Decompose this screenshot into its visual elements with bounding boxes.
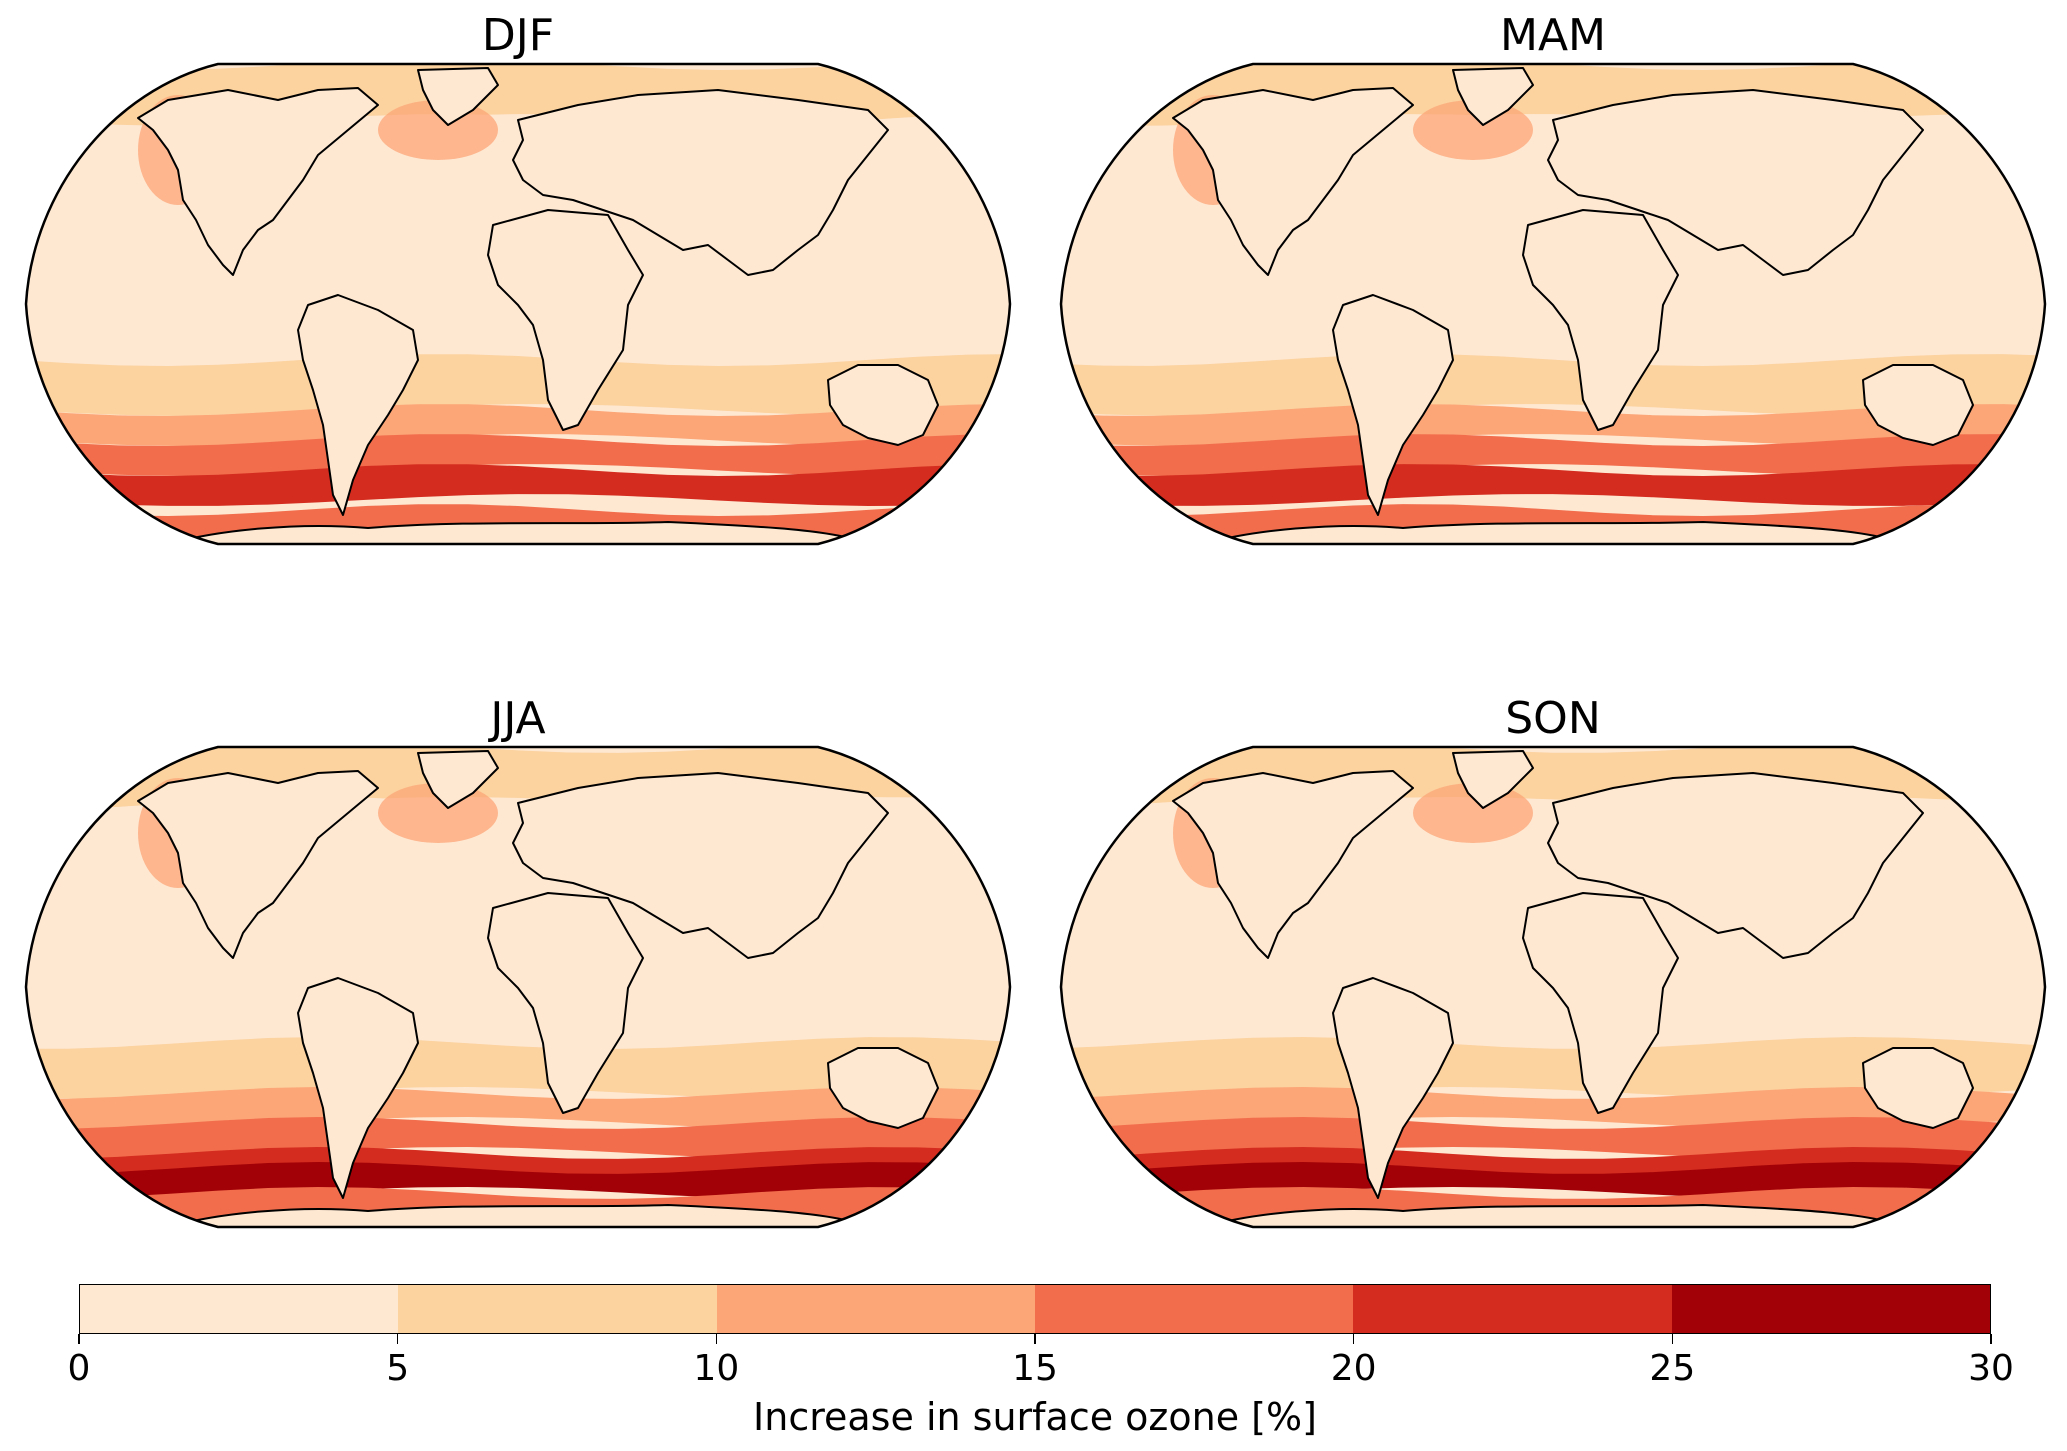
map-panel-son: SON bbox=[1053, 683, 2053, 1229]
coastline bbox=[1172, 770, 1414, 959]
colorbar-tick bbox=[1990, 1334, 1992, 1344]
ozone-band bbox=[26, 434, 1010, 476]
ozone-patch bbox=[378, 100, 498, 160]
colorbar-segment bbox=[716, 1285, 1035, 1333]
ozone-band bbox=[1061, 354, 2045, 416]
coastline bbox=[1522, 892, 1679, 1114]
coastline bbox=[512, 772, 889, 959]
colorbar-tick bbox=[396, 1334, 399, 1344]
coastline bbox=[137, 770, 379, 959]
ozone-band bbox=[1061, 1037, 2045, 1099]
map-djf bbox=[24, 62, 1012, 546]
colorbar-segment bbox=[1034, 1285, 1354, 1333]
colorbar-tick bbox=[1034, 1334, 1036, 1344]
map-panel-mam: MAM bbox=[1053, 0, 2053, 546]
coastline bbox=[1862, 364, 1974, 446]
ozone-band bbox=[26, 404, 1010, 446]
map-jja bbox=[24, 745, 1012, 1229]
coastline bbox=[827, 364, 939, 446]
coastline bbox=[1332, 294, 1454, 516]
coastline bbox=[167, 1204, 869, 1227]
ozone-band bbox=[26, 354, 1010, 416]
panel-title: DJF bbox=[481, 10, 555, 61]
colorbar-tick-label: 5 bbox=[386, 1348, 410, 1389]
coastline bbox=[1547, 89, 1924, 276]
colorbar-tick-label: 15 bbox=[1012, 1348, 1058, 1389]
map-fill-group bbox=[26, 747, 1010, 1227]
colorbar-segment bbox=[398, 1285, 717, 1333]
coastline bbox=[487, 892, 644, 1114]
ozone-band bbox=[1061, 434, 2045, 476]
map-border bbox=[1059, 745, 2047, 1229]
coastline bbox=[1202, 1204, 1904, 1227]
coastline bbox=[297, 977, 419, 1199]
coastline bbox=[1547, 772, 1924, 959]
colorbar-tick-label: 25 bbox=[1649, 1348, 1696, 1389]
colorbar-tick bbox=[78, 1334, 80, 1344]
ozone-patch bbox=[1413, 783, 1533, 843]
panel-title: JJA bbox=[490, 693, 546, 744]
coastline bbox=[417, 67, 499, 126]
coastline bbox=[487, 209, 644, 431]
colorbar-tick bbox=[1671, 1334, 1674, 1344]
colorbar-tick-label: 30 bbox=[1968, 1348, 2014, 1389]
map-border bbox=[24, 745, 1012, 1229]
ozone-band bbox=[1061, 404, 2045, 446]
coastline bbox=[1172, 87, 1414, 276]
coastline bbox=[1522, 209, 1679, 431]
map-panel-djf: DJF bbox=[18, 0, 1018, 546]
coastline bbox=[1862, 1047, 1974, 1129]
coastline bbox=[1332, 977, 1454, 1199]
ozone-patch bbox=[1413, 100, 1533, 160]
ozone-band bbox=[26, 464, 1010, 506]
coastline bbox=[1202, 521, 1904, 544]
coastline bbox=[1452, 67, 1534, 126]
colorbar-tick-label: 20 bbox=[1330, 1348, 1377, 1389]
ozone-band bbox=[26, 1037, 1010, 1099]
coastline bbox=[167, 521, 869, 544]
colorbar-tick-label: 10 bbox=[693, 1348, 740, 1389]
colorbar-tick bbox=[715, 1334, 718, 1344]
map-border bbox=[1059, 62, 2047, 546]
coastline bbox=[512, 89, 889, 276]
ozone-band bbox=[1061, 464, 2045, 506]
map-fill-group bbox=[26, 64, 1010, 544]
coastline bbox=[1452, 750, 1534, 809]
coastline bbox=[417, 750, 499, 809]
coastline bbox=[297, 294, 419, 516]
coastline bbox=[137, 87, 379, 276]
colorbar bbox=[79, 1284, 1991, 1334]
coastline bbox=[827, 1047, 939, 1129]
map-panel-jja: JJA bbox=[18, 683, 1018, 1229]
map-son bbox=[1059, 745, 2047, 1229]
colorbar-label: Increase in surface ozone [%] bbox=[753, 1395, 1317, 1439]
colorbar-tick bbox=[1352, 1334, 1355, 1344]
map-mam bbox=[1059, 62, 2047, 546]
panel-title: MAM bbox=[1499, 10, 1607, 61]
panel-title: SON bbox=[1505, 693, 1601, 744]
ozone-patch bbox=[378, 783, 498, 843]
colorbar-segment bbox=[80, 1285, 399, 1333]
map-border bbox=[24, 62, 1012, 546]
colorbar-segment bbox=[1353, 1285, 1672, 1333]
map-fill-group bbox=[1061, 64, 2045, 544]
map-fill-group bbox=[1061, 747, 2045, 1227]
colorbar-tick-label: 0 bbox=[67, 1348, 91, 1389]
colorbar-segment bbox=[1671, 1285, 1990, 1333]
